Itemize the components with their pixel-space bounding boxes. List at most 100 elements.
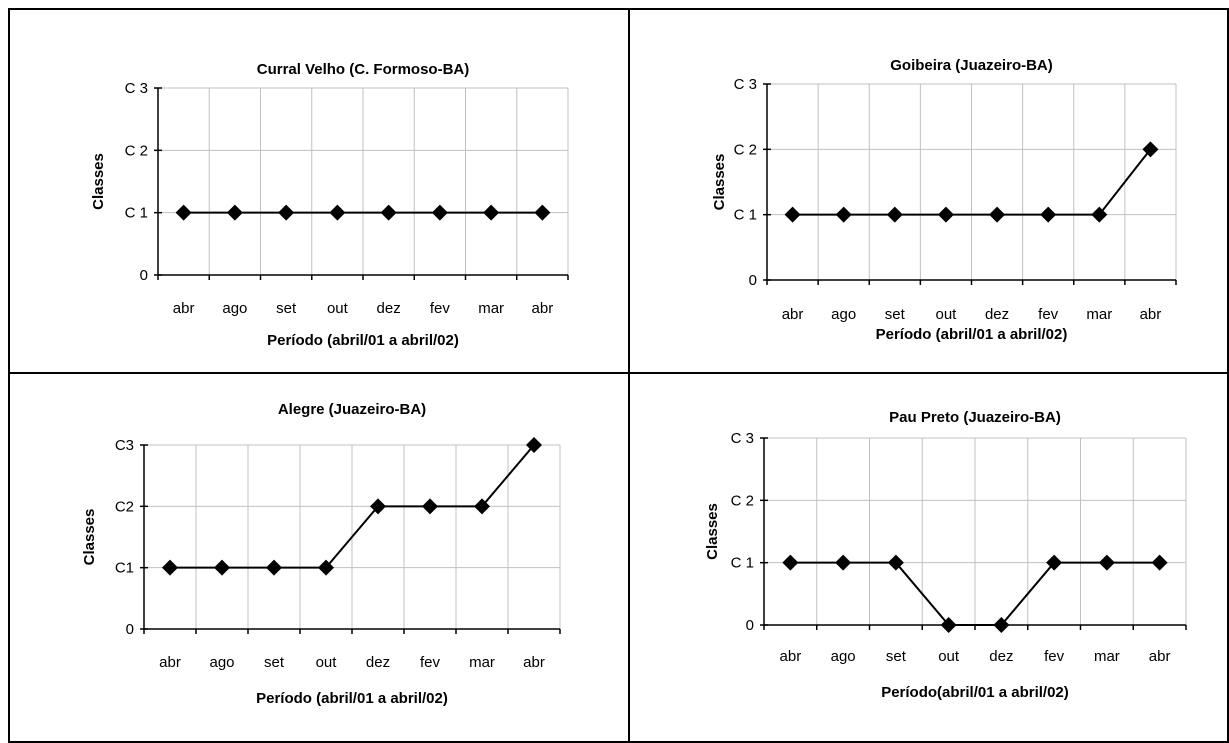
data-point — [1091, 206, 1108, 223]
y-tick-label: C 3 — [125, 80, 148, 97]
y-tick-label: C 1 — [734, 207, 757, 224]
x-tick-label: out — [327, 300, 349, 317]
data-point — [214, 559, 230, 576]
x-tick-label: set — [264, 654, 285, 671]
x-tick-label: abr — [159, 654, 181, 671]
data-point — [266, 559, 282, 576]
chart-panel-0: 0 C 1 C 2 C 3 abr ago set out dez fev mar abr Curral… — [8, 8, 626, 370]
x-tick-label: ago — [831, 306, 856, 323]
y-tick-label: C 3 — [731, 430, 754, 447]
x-tick-label: out — [938, 648, 960, 665]
y-axis-title: Classes — [81, 509, 98, 566]
x-tick-label: fev — [1044, 648, 1065, 665]
x-tick-label: mar — [478, 300, 504, 317]
chart-title: Alegre (Juazeiro-BA) — [278, 401, 426, 418]
y-tick-label: C 2 — [125, 142, 148, 159]
x-tick-label: fev — [420, 654, 441, 671]
x-tick-label: abr — [523, 654, 545, 671]
series-line — [790, 561, 1160, 626]
data-point — [1142, 141, 1159, 158]
data-point — [993, 617, 1010, 633]
chart-title: Curral Velho (C. Formoso-BA) — [257, 61, 470, 78]
data-point — [526, 437, 542, 453]
x-tick-label: abr — [782, 306, 804, 323]
y-tick-label: C 1 — [125, 205, 148, 222]
y-tick-label: 0 — [746, 617, 754, 634]
x-tick-label: mar — [1086, 306, 1112, 323]
y-tick-label: 0 — [140, 267, 148, 284]
chart-svg: 0 C1 C2 C3 abr ago set out dez fev mar abr Alegre (J… — [81, 401, 561, 707]
x-tick-label: abr — [173, 300, 195, 317]
x-tick-label: dez — [989, 648, 1013, 665]
chart-title: Pau Preto (Juazeiro-BA) — [889, 409, 1061, 426]
horizontal-divider — [10, 372, 1227, 374]
y-tick-label: C3 — [115, 437, 134, 454]
chart-grid — [8, 8, 1229, 743]
y-axis-title: Classes — [90, 153, 107, 210]
data-point — [887, 554, 904, 571]
x-tick-label: abr — [1140, 306, 1162, 323]
x-axis-title: Período (abril/01 a abril/02) — [267, 332, 459, 349]
y-tick-label: C 1 — [731, 555, 754, 572]
data-point — [162, 559, 178, 576]
x-tick-label: out — [936, 306, 958, 323]
x-tick-label: abr — [780, 648, 802, 665]
x-tick-label: dez — [985, 306, 1009, 323]
data-point — [483, 204, 500, 221]
y-axis-title: Classes — [704, 503, 721, 560]
x-tick-label: abr — [1149, 648, 1171, 665]
x-tick-label: fev — [430, 300, 451, 317]
chart-title: Goibeira (Juazeiro-BA) — [890, 57, 1053, 74]
x-tick-label: abr — [532, 300, 554, 317]
x-tick-label: dez — [366, 654, 390, 671]
chart-svg: 0 C 1 C 2 C 3 abr ago set out dez fev mar abr Goibei… — [711, 57, 1177, 343]
chart-panel-2: 0 C1 C2 C3 abr ago set out dez fev mar abr Alegre (J… — [8, 370, 626, 743]
data-point — [940, 617, 957, 633]
y-tick-label: 0 — [126, 621, 134, 638]
data-point — [937, 206, 954, 223]
x-axis-title: Período (abril/01 a abril/02) — [876, 326, 1068, 343]
y-tick-label: C 2 — [731, 492, 754, 509]
chart-svg: 0 C 1 C 2 C 3 abr ago set out dez fev mar abr Curral… — [90, 61, 569, 349]
x-tick-label: set — [276, 300, 297, 317]
data-point — [431, 204, 448, 221]
data-point — [370, 498, 386, 515]
x-tick-label: set — [886, 648, 907, 665]
data-point — [318, 559, 334, 576]
data-point — [175, 204, 192, 221]
x-tick-label: dez — [377, 300, 401, 317]
x-tick-label: mar — [1094, 648, 1120, 665]
data-point — [534, 204, 551, 221]
data-point — [835, 554, 852, 571]
chart-svg: 0 C 1 C 2 C 3 abr ago set out dez fev mar abr Pau Pr… — [704, 409, 1187, 701]
data-point — [226, 204, 243, 221]
data-point — [886, 206, 903, 223]
vertical-divider — [628, 10, 630, 741]
y-tick-label: C2 — [115, 498, 134, 515]
y-tick-label: 0 — [749, 272, 757, 289]
data-point — [1098, 554, 1115, 571]
chart-panel-1: 0 C 1 C 2 C 3 abr ago set out dez fev mar abr Goibei… — [620, 8, 1229, 370]
data-point — [1040, 206, 1057, 223]
x-tick-label: out — [316, 654, 338, 671]
x-tick-label: mar — [469, 654, 495, 671]
x-tick-label: set — [885, 306, 906, 323]
data-point — [278, 204, 295, 221]
y-axis-title: Classes — [711, 154, 728, 211]
series-line — [170, 444, 535, 569]
x-tick-label: ago — [222, 300, 247, 317]
data-point — [1046, 554, 1063, 571]
data-point — [422, 498, 438, 515]
data-point — [474, 498, 490, 515]
y-tick-label: C 2 — [734, 141, 757, 158]
series-line — [792, 148, 1152, 216]
data-point — [1151, 554, 1168, 571]
x-tick-label: ago — [831, 648, 856, 665]
chart-panel-3: 0 C 1 C 2 C 3 abr ago set out dez fev mar abr Pau Pr… — [620, 370, 1229, 743]
data-point — [989, 206, 1006, 223]
y-tick-label: C 3 — [734, 76, 757, 93]
data-point — [784, 206, 801, 223]
x-tick-label: fev — [1038, 306, 1059, 323]
y-tick-label: C1 — [115, 560, 134, 577]
x-tick-label: ago — [209, 654, 234, 671]
